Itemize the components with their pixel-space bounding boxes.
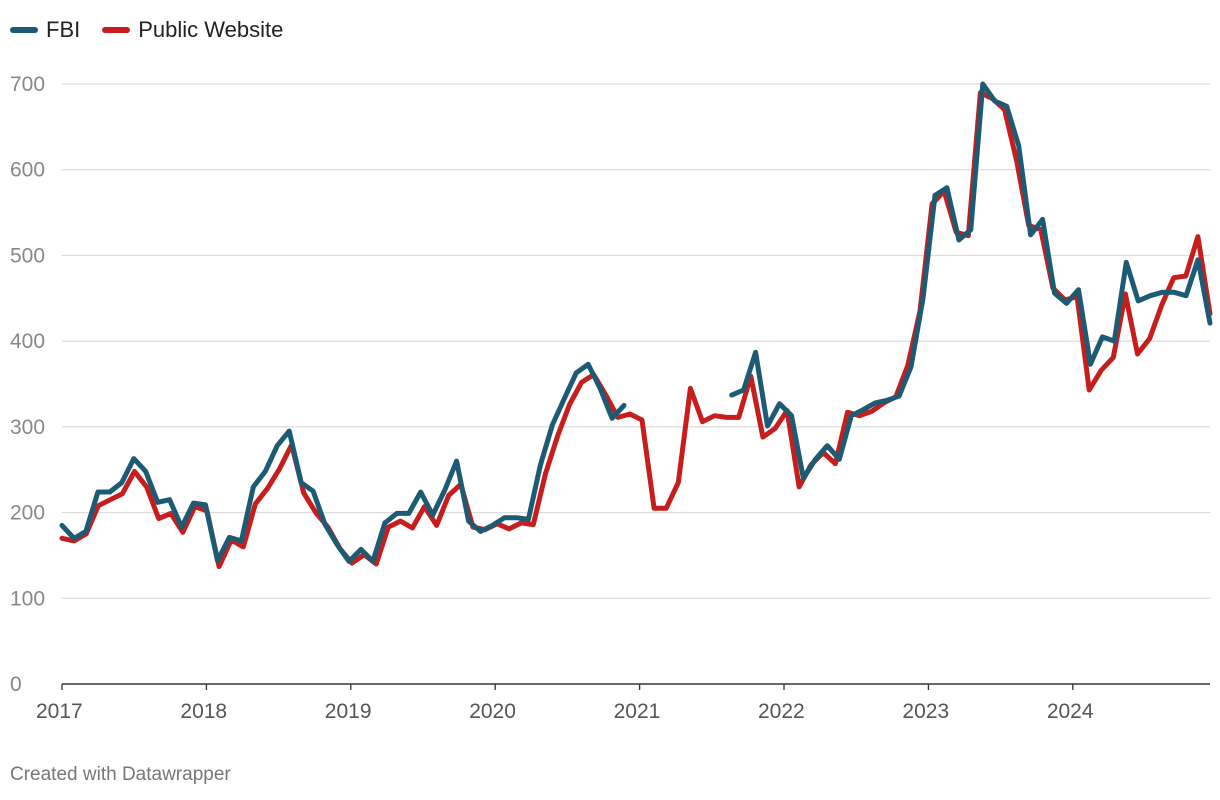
legend-swatch-public-website: [102, 27, 131, 33]
x-tick-label-2021: 2021: [614, 700, 661, 723]
legend-label-public-website: Public Website: [138, 17, 284, 42]
series-line-fbi: [59, 81, 1213, 564]
chart-legend: FBI Public Website: [10, 16, 283, 44]
y-tick-label-700: 700: [10, 73, 45, 96]
x-tick-label-2018: 2018: [180, 700, 227, 723]
footer-credit: Created with Datawrapper: [10, 764, 231, 785]
legend-item-fbi: FBI: [10, 17, 80, 43]
y-tick-label-100: 100: [10, 587, 45, 610]
x-tick-label-2020: 2020: [469, 700, 516, 723]
y-tick-label-200: 200: [10, 502, 45, 525]
legend-label-fbi: FBI: [46, 17, 81, 42]
x-tick-label-2023: 2023: [902, 700, 949, 723]
y-tick-label-300: 300: [10, 416, 45, 439]
legend-item-public-website: Public Website: [102, 17, 283, 43]
series-line-public-website: [59, 90, 1213, 570]
x-tick-label-2022: 2022: [758, 700, 805, 723]
legend-swatch-fbi: [10, 27, 38, 33]
y-tick-label-0: 0: [10, 673, 22, 696]
x-tick-label-2017: 2017: [36, 700, 83, 723]
y-tick-label-600: 600: [10, 159, 45, 182]
y-tick-label-400: 400: [10, 330, 45, 353]
y-tick-label-500: 500: [10, 244, 45, 267]
x-tick-label-2019: 2019: [325, 700, 372, 723]
x-tick-label-2024: 2024: [1047, 700, 1094, 723]
